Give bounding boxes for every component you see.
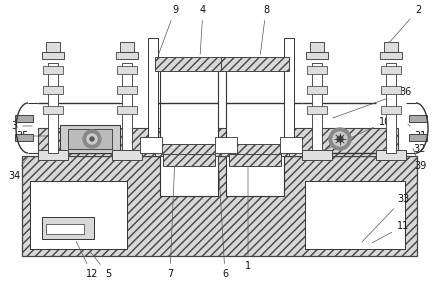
Text: 12: 12: [76, 241, 98, 279]
Bar: [38, 150, 68, 160]
Bar: [148, 38, 158, 153]
Bar: [117, 106, 137, 114]
Circle shape: [90, 137, 94, 141]
Text: 39: 39: [413, 149, 426, 171]
Bar: [43, 66, 63, 74]
Bar: [215, 137, 237, 153]
Bar: [302, 150, 332, 160]
Bar: [22, 156, 417, 256]
Bar: [116, 52, 138, 59]
Text: 4: 4: [200, 5, 206, 54]
Bar: [46, 42, 60, 52]
Bar: [221, 57, 289, 71]
Text: 32: 32: [410, 141, 426, 154]
Bar: [380, 52, 402, 59]
Bar: [226, 66, 284, 196]
Bar: [122, 63, 132, 153]
Bar: [386, 63, 396, 153]
Text: 36: 36: [333, 87, 411, 118]
Bar: [381, 66, 401, 74]
Bar: [38, 128, 398, 156]
Bar: [155, 57, 223, 71]
Text: 34: 34: [8, 156, 28, 181]
Text: 8: 8: [260, 5, 269, 54]
Text: 10: 10: [322, 117, 391, 151]
Text: 5: 5: [90, 251, 111, 279]
Text: 33: 33: [362, 194, 409, 242]
Bar: [284, 38, 294, 153]
Bar: [305, 181, 405, 249]
Bar: [381, 106, 401, 114]
Bar: [42, 52, 64, 59]
Circle shape: [329, 128, 351, 150]
Text: 11: 11: [373, 221, 409, 243]
Bar: [307, 66, 327, 74]
Bar: [306, 52, 328, 59]
Bar: [155, 144, 223, 156]
Text: 31: 31: [408, 124, 426, 141]
Bar: [409, 115, 427, 122]
Bar: [409, 134, 427, 141]
Bar: [15, 134, 33, 141]
Text: 6: 6: [218, 159, 228, 279]
Circle shape: [333, 132, 347, 146]
Bar: [376, 150, 406, 160]
Bar: [48, 63, 58, 153]
Bar: [140, 137, 162, 153]
Bar: [280, 137, 302, 153]
Bar: [384, 42, 398, 52]
Circle shape: [337, 136, 343, 142]
Bar: [30, 181, 127, 249]
Bar: [307, 86, 327, 94]
Bar: [163, 154, 215, 166]
Text: 1: 1: [245, 159, 251, 271]
Text: 7: 7: [167, 159, 175, 279]
Bar: [381, 86, 401, 94]
Bar: [120, 42, 134, 52]
Bar: [117, 86, 137, 94]
Bar: [229, 154, 281, 166]
Bar: [68, 129, 112, 149]
Text: 9: 9: [156, 5, 178, 61]
Circle shape: [83, 130, 101, 148]
Bar: [42, 217, 94, 239]
Bar: [221, 144, 289, 156]
Text: 2: 2: [390, 5, 421, 42]
Bar: [112, 150, 142, 160]
Bar: [312, 63, 322, 153]
Bar: [43, 86, 63, 94]
Bar: [310, 42, 324, 52]
Bar: [117, 66, 137, 74]
Bar: [60, 125, 120, 153]
Bar: [46, 224, 84, 234]
Text: 3: 3: [11, 121, 32, 131]
Circle shape: [87, 134, 97, 144]
Bar: [307, 106, 327, 114]
Bar: [160, 66, 218, 196]
Bar: [15, 115, 33, 122]
Text: 35: 35: [16, 131, 57, 141]
Bar: [43, 106, 63, 114]
